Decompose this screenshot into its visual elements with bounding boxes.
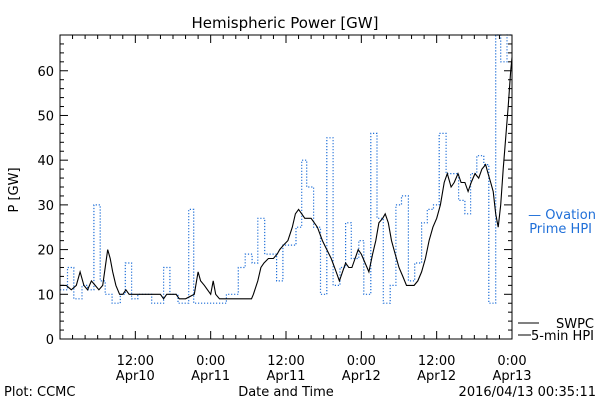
y-tick-label: 40 [37,154,54,169]
series-layer [60,34,513,304]
x-tick-date: Apr13 [492,369,531,384]
y-tick-label: 20 [37,244,54,259]
x-tick-time: 12:00 [267,354,304,369]
x-tick-date: Apr12 [417,369,456,384]
legend-swpc-line1: SWPC [556,317,594,332]
legend-ovation-line1: — Ovation [528,208,596,223]
legend-swpc-line2: 5-min HPI [531,329,594,344]
x-tick-time: 0:00 [497,354,526,369]
x-tick-time: 0:00 [196,354,225,369]
timestamp: 2016/04/13 00:35:11 [459,385,596,400]
plot-credit: Plot: CCMC [4,385,75,400]
chart-title: Hemispheric Power [GW] [192,14,379,32]
legend-ovation-line2: Prime HPI [529,222,592,237]
series-ovation-prime-hpi [60,34,512,304]
y-axis-label: P [GW] [7,167,22,212]
tick-labels: 010203040506012:00Apr100:00Apr1112:00Apr… [37,65,531,384]
y-tick-label: 0 [46,333,54,348]
y-tick-label: 30 [37,199,54,214]
x-tick-time: 12:00 [418,354,455,369]
x-tick-time: 0:00 [347,354,376,369]
x-tick-date: Apr12 [342,369,381,384]
x-tick-time: 12:00 [117,354,154,369]
x-tick-date: Apr11 [191,369,230,384]
y-tick-label: 10 [37,288,54,303]
legend: — Ovation Prime HPI SWPC 5-min HPI [518,208,596,344]
y-tick-label: 60 [37,65,54,80]
x-tick-date: Apr10 [116,369,155,384]
y-tick-label: 50 [37,109,54,124]
x-tick-date: Apr11 [266,369,305,384]
x-axis-label: Date and Time [238,385,334,400]
series-swpc-5min-hpi [60,57,513,300]
plot-frame [59,34,513,340]
